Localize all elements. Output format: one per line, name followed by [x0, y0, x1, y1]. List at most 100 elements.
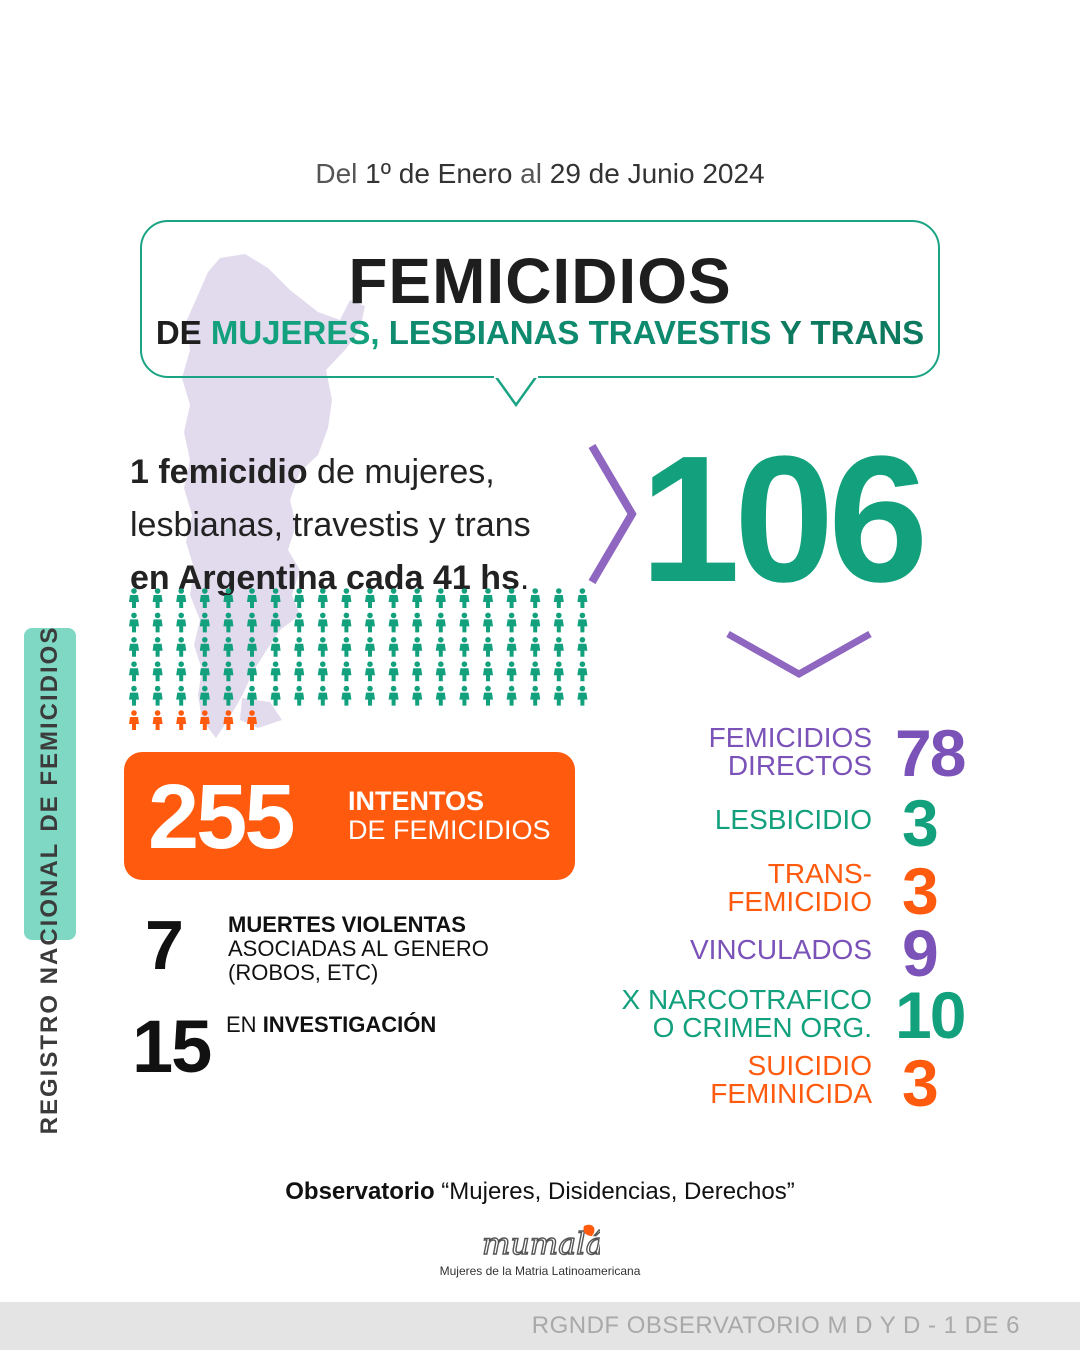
person-figure-icon [459, 685, 470, 706]
breakdown-label-transfemicidio: TRANS- FEMICIDIO [727, 860, 872, 916]
person-figure-icon [152, 710, 163, 730]
observatory-bold: Observatorio [285, 1178, 435, 1205]
person-figure-icon [506, 685, 517, 706]
person-figure-icon [176, 612, 187, 633]
person-figure-icon [294, 685, 305, 706]
person-figure-icon [577, 685, 588, 706]
title-sub-travestis: TRAVESTIS [588, 314, 772, 351]
person-figure-icon [294, 637, 305, 657]
date-range: Del 1º de Enero al 29 de Junio 2024 [0, 158, 1080, 190]
person-figure-icon [483, 685, 493, 706]
person-figure-icon [483, 637, 493, 657]
logo-wordmark: mumalá [482, 1227, 600, 1262]
person-figure-icon [247, 685, 257, 706]
chevron-right-icon [588, 444, 637, 584]
breakdown-value-suicidio: 3 [902, 1046, 939, 1120]
mumala-logo: mumalá [481, 1224, 600, 1263]
person-figure-icon [553, 685, 564, 706]
person-figure-icon [506, 612, 517, 633]
person-figure-icon [223, 588, 234, 608]
person-figure-icon [176, 685, 187, 706]
person-figure-icon [530, 637, 541, 657]
person-figure-icon [435, 637, 446, 657]
person-figure-icon [129, 637, 139, 657]
person-figure-icon [129, 612, 139, 633]
person-figure-icon [459, 661, 470, 682]
person-figure-icon [317, 685, 328, 706]
person-figure-icon [270, 685, 281, 706]
breakdown-label-line2: FEMICIDIO [727, 886, 872, 917]
person-figure-icon [530, 612, 541, 633]
person-figure-icon [152, 685, 163, 706]
person-figure-icon [199, 710, 210, 730]
breakdown-value-transfemicidio: 3 [902, 854, 939, 928]
person-figure-icon [223, 661, 234, 682]
observatory-credit: Observatorio “Mujeres, Disidencias, Dere… [0, 1178, 1080, 1206]
person-figure-icon [412, 588, 423, 608]
person-figure-icon [412, 612, 423, 633]
breakdown-label-line2: FEMINICIDA [710, 1078, 872, 1109]
person-figure-icon [270, 588, 281, 608]
person-figure-icon [270, 612, 281, 633]
breakdown-row-lesbicidio: LESBICIDIO 3 [560, 790, 1020, 856]
person-figure-icon [247, 588, 257, 608]
investigation-label-pre: EN [226, 1012, 263, 1037]
date-end: 29 de Junio 2024 [549, 158, 765, 189]
person-figure-icon [577, 588, 588, 608]
rate-bold-1: 1 femicidio [130, 453, 308, 491]
title-main: FEMICIDIOS [348, 245, 732, 317]
breakdown-value-narcotrafico: 10 [895, 978, 966, 1052]
date-word-al: al [520, 158, 542, 189]
title-sub-mujeres: MUJERES, [210, 314, 380, 351]
breakdown-label-suicidio: SUICIDIO FEMINICIDA [710, 1052, 872, 1108]
person-figure-icon [506, 661, 517, 682]
person-figure-icon [435, 685, 446, 706]
person-figure-icon [176, 661, 187, 682]
bottom-bar-text: RGNDF OBSERVATORIO M D Y D - 1 DE 6 [531, 1312, 1020, 1339]
person-figure-icon [341, 612, 352, 633]
person-figure-icon [388, 685, 399, 706]
person-figure-icon [365, 612, 375, 633]
breakdown-label-line2: DIRECTOS [727, 750, 872, 781]
person-figure-icon [199, 612, 210, 633]
person-figure-icon [152, 612, 163, 633]
breakdown-label-line1: VINCULADOS [689, 934, 872, 965]
investigation-number: 15 [132, 1005, 212, 1088]
breakdown-label-line1: SUICIDIO [747, 1050, 872, 1081]
breakdown-row-suicidio: SUICIDIO FEMINICIDA 3 [560, 1048, 1020, 1116]
person-figure-icon [365, 637, 375, 657]
person-figure-icon [435, 661, 446, 682]
person-figure-icon [365, 661, 375, 682]
person-figure-icon [294, 661, 305, 682]
person-figure-icon [388, 661, 399, 682]
person-figure-icon [341, 661, 352, 682]
side-label-part1: REGISTRO NACIONAL [36, 841, 63, 1135]
violent-deaths-label-3: (ROBOS, ETC) [228, 960, 379, 985]
side-label-highlight [24, 628, 76, 940]
person-figure-icon [435, 588, 446, 608]
breakdown-label-line2: O CRIMEN ORG. [652, 1012, 872, 1043]
person-figure-icon [412, 661, 423, 682]
person-figure-icon [247, 612, 257, 633]
person-figure-icon [317, 637, 328, 657]
breakdown-row-directos: FEMICIDIOS DIRECTOS 78 [560, 720, 1020, 786]
person-figure-icon [553, 612, 564, 633]
person-figure-icon [388, 637, 399, 657]
breakdown-label-narcotrafico: X NARCOTRAFICO O CRIMEN ORG. [622, 986, 872, 1042]
rate-statement: 1 femicidio de mujeres, lesbianas, trave… [130, 446, 600, 605]
rate-text-1: de mujeres, [307, 453, 495, 491]
breakdown-row-narcotrafico: X NARCOTRAFICO O CRIMEN ORG. 10 [560, 982, 1020, 1048]
violent-deaths-label-1: MUERTES VIOLENTAS [228, 912, 466, 937]
title-sub: DE MUJERES, LESBIANAS TRAVESTIS Y TRANS [140, 314, 940, 352]
person-figure-icon [530, 661, 541, 682]
person-figure-icon [553, 588, 564, 608]
investigation-label: EN INVESTIGACIÓN [226, 1012, 436, 1038]
person-figure-icon [223, 612, 234, 633]
breakdown-value-lesbicidio: 3 [902, 786, 939, 860]
person-figure-icon [506, 588, 517, 608]
breakdown-value-directos: 78 [895, 716, 966, 790]
person-figure-icon [459, 637, 470, 657]
breakdown-label-vinculados: VINCULADOS [690, 936, 872, 964]
person-figure-icon [270, 661, 281, 682]
person-figure-icon [199, 637, 210, 657]
